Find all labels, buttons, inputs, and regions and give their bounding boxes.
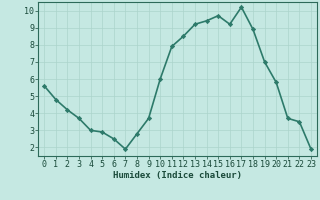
X-axis label: Humidex (Indice chaleur): Humidex (Indice chaleur)	[113, 171, 242, 180]
